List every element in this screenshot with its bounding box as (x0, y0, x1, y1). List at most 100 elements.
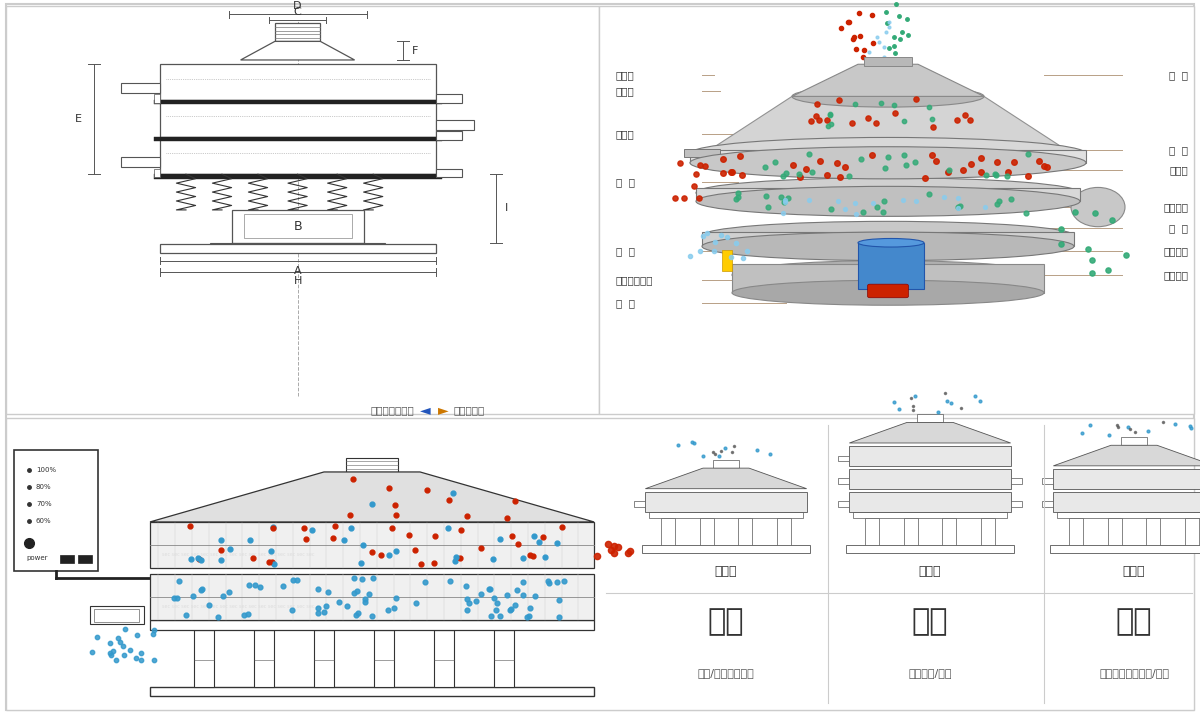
Bar (646, 492, 806, 511)
Bar (1042, 501, 1054, 507)
Point (1052, 223, 1072, 234)
Point (972, 153, 991, 164)
Point (791, 171, 810, 182)
Bar (232, 210, 364, 243)
Point (916, 173, 935, 184)
Bar (1146, 518, 1160, 545)
Point (851, 154, 870, 165)
Bar (194, 630, 214, 687)
Text: 去除异物/结块: 去除异物/结块 (908, 668, 952, 678)
Point (866, 201, 886, 213)
Point (846, 98, 865, 109)
Point (480, 583, 499, 595)
Point (272, 580, 292, 592)
Point (113, 640, 132, 651)
Point (287, 574, 306, 585)
Text: D: D (293, 1, 302, 11)
Point (457, 604, 476, 615)
Bar (150, 620, 594, 630)
Point (924, 121, 943, 132)
Point (520, 602, 539, 613)
Point (985, 168, 1004, 179)
Bar (434, 630, 454, 687)
Ellipse shape (696, 178, 1080, 208)
Bar (649, 511, 803, 518)
Point (415, 576, 434, 588)
Text: 筛  网: 筛 网 (1169, 70, 1188, 80)
Bar (494, 630, 514, 687)
Ellipse shape (792, 86, 984, 107)
Point (721, 251, 740, 263)
Text: 三层式: 三层式 (919, 565, 941, 578)
Point (779, 192, 798, 203)
Point (829, 94, 848, 106)
Bar (150, 574, 594, 620)
Point (811, 156, 830, 167)
Point (550, 611, 569, 623)
Point (976, 201, 995, 213)
Point (128, 629, 148, 640)
Point (866, 117, 886, 129)
Point (491, 610, 510, 622)
Bar (980, 518, 995, 545)
Point (1034, 160, 1054, 171)
Point (923, 114, 942, 125)
Point (344, 573, 364, 584)
Point (878, 151, 898, 163)
Text: 颗粒/粉末准确分级: 颗粒/粉末准确分级 (697, 668, 755, 678)
Point (337, 600, 356, 612)
Point (906, 195, 925, 206)
Point (920, 101, 940, 113)
Point (1001, 193, 1020, 204)
Bar (436, 169, 462, 177)
Point (697, 227, 716, 238)
Point (690, 245, 709, 256)
Point (601, 544, 620, 555)
Point (1018, 149, 1037, 160)
Point (874, 206, 893, 218)
Point (384, 602, 403, 613)
Text: 振动电机: 振动电机 (1163, 246, 1188, 256)
Point (1078, 243, 1097, 255)
Point (1085, 208, 1104, 219)
Point (674, 193, 694, 204)
Point (671, 157, 690, 169)
Point (822, 119, 841, 130)
Bar (1010, 478, 1022, 484)
Point (319, 586, 338, 598)
Point (514, 589, 533, 600)
Point (871, 97, 890, 109)
Point (685, 180, 704, 191)
Point (220, 587, 239, 598)
Point (806, 111, 826, 122)
Point (686, 169, 706, 180)
Text: 上部重锤: 上部重锤 (1163, 202, 1188, 212)
Text: 进料口: 进料口 (616, 70, 635, 80)
Bar (732, 264, 1044, 293)
Text: 分级: 分级 (708, 607, 744, 635)
Bar (696, 188, 1080, 201)
Point (347, 609, 366, 620)
Point (526, 590, 545, 602)
Bar (684, 149, 720, 157)
FancyBboxPatch shape (868, 284, 908, 298)
Bar (690, 150, 1086, 163)
Point (407, 598, 426, 609)
Point (329, 596, 348, 608)
Text: 100%: 100% (36, 467, 56, 473)
Point (620, 545, 640, 557)
Bar (942, 518, 956, 545)
Text: A: A (294, 266, 301, 276)
Point (500, 604, 520, 615)
Point (835, 203, 854, 215)
Bar (346, 458, 398, 472)
Point (587, 550, 606, 562)
Point (895, 149, 914, 160)
Ellipse shape (702, 221, 1074, 250)
Polygon shape (792, 64, 984, 96)
Text: 弹  簧: 弹 簧 (616, 246, 635, 256)
Point (821, 109, 840, 121)
Point (774, 196, 793, 208)
Bar (702, 232, 1074, 246)
Bar (94, 609, 139, 622)
